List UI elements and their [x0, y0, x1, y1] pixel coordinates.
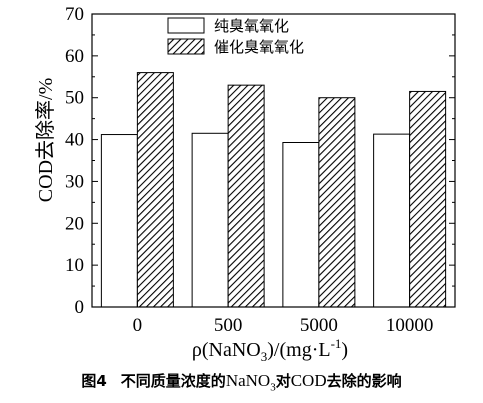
legend-swatch [167, 17, 205, 34]
y-tick-label: 10 [65, 255, 84, 276]
bar-pure-ozonation-500 [191, 132, 229, 308]
caption-number: 图4 [81, 372, 107, 390]
caption-latin: COD [290, 371, 327, 390]
caption-text-after: 去除的影响 [326, 372, 402, 390]
bar-pure-ozonation-0 [100, 134, 138, 308]
y-tick-label: 0 [75, 297, 85, 318]
x-axis-title: ρ(NaNO3)/(mg·L-1) [192, 336, 348, 364]
bar-catalytic-ozonation-10000 [409, 90, 447, 308]
axes: 0 10 20 30 40 50 60 70 0 500 5000 10000 [65, 4, 456, 336]
caption-chem-sub: 3 [270, 381, 276, 394]
x-tick-label: 500 [214, 315, 243, 336]
x-tick-label: 5000 [300, 315, 338, 336]
bar-catalytic-ozonation-5000 [318, 97, 356, 308]
y-tick-label: 50 [65, 88, 84, 109]
x-axis-title-suffix: ) [341, 339, 348, 361]
bar-pure-ozonation-5000 [282, 142, 320, 308]
bar-catalytic-ozonation-0 [136, 72, 174, 308]
y-tick-label: 30 [65, 171, 84, 192]
caption-text-before: 不同质量浓度的 [120, 372, 226, 390]
caption-text-middle: 对 [275, 372, 291, 390]
bar-pure-ozonation-10000 [373, 133, 411, 308]
bar-catalytic-ozonation-500 [227, 84, 265, 308]
x-tick-label: 0 [133, 315, 143, 336]
caption-chem: NaNO3 [225, 371, 276, 394]
caption-chem-main: NaNO [225, 371, 271, 390]
x-axis-title-prefix: ρ(NaNO [192, 339, 261, 361]
x-axis-title-sub: 3 [261, 349, 268, 364]
y-axis-title: COD去除率/% [34, 78, 57, 202]
x-axis-title-sup: -1 [331, 336, 342, 351]
y-tick-label: 60 [65, 46, 84, 67]
y-tick-label: 20 [65, 213, 84, 234]
bars-layer [100, 72, 447, 308]
x-axis-title-middle: )/(mg·L [267, 339, 330, 361]
x-tick-label: 10000 [386, 315, 434, 336]
y-tick-label: 40 [65, 130, 84, 151]
legend-label: 催化臭氧氧化 [214, 38, 304, 56]
legend-label: 纯臭氧氧化 [214, 17, 289, 35]
y-tick-label: 70 [65, 4, 84, 25]
legend-swatch [167, 38, 205, 55]
figure-caption: 图4 不同质量浓度的NaNO3对COD去除的影响 [0, 370, 483, 393]
